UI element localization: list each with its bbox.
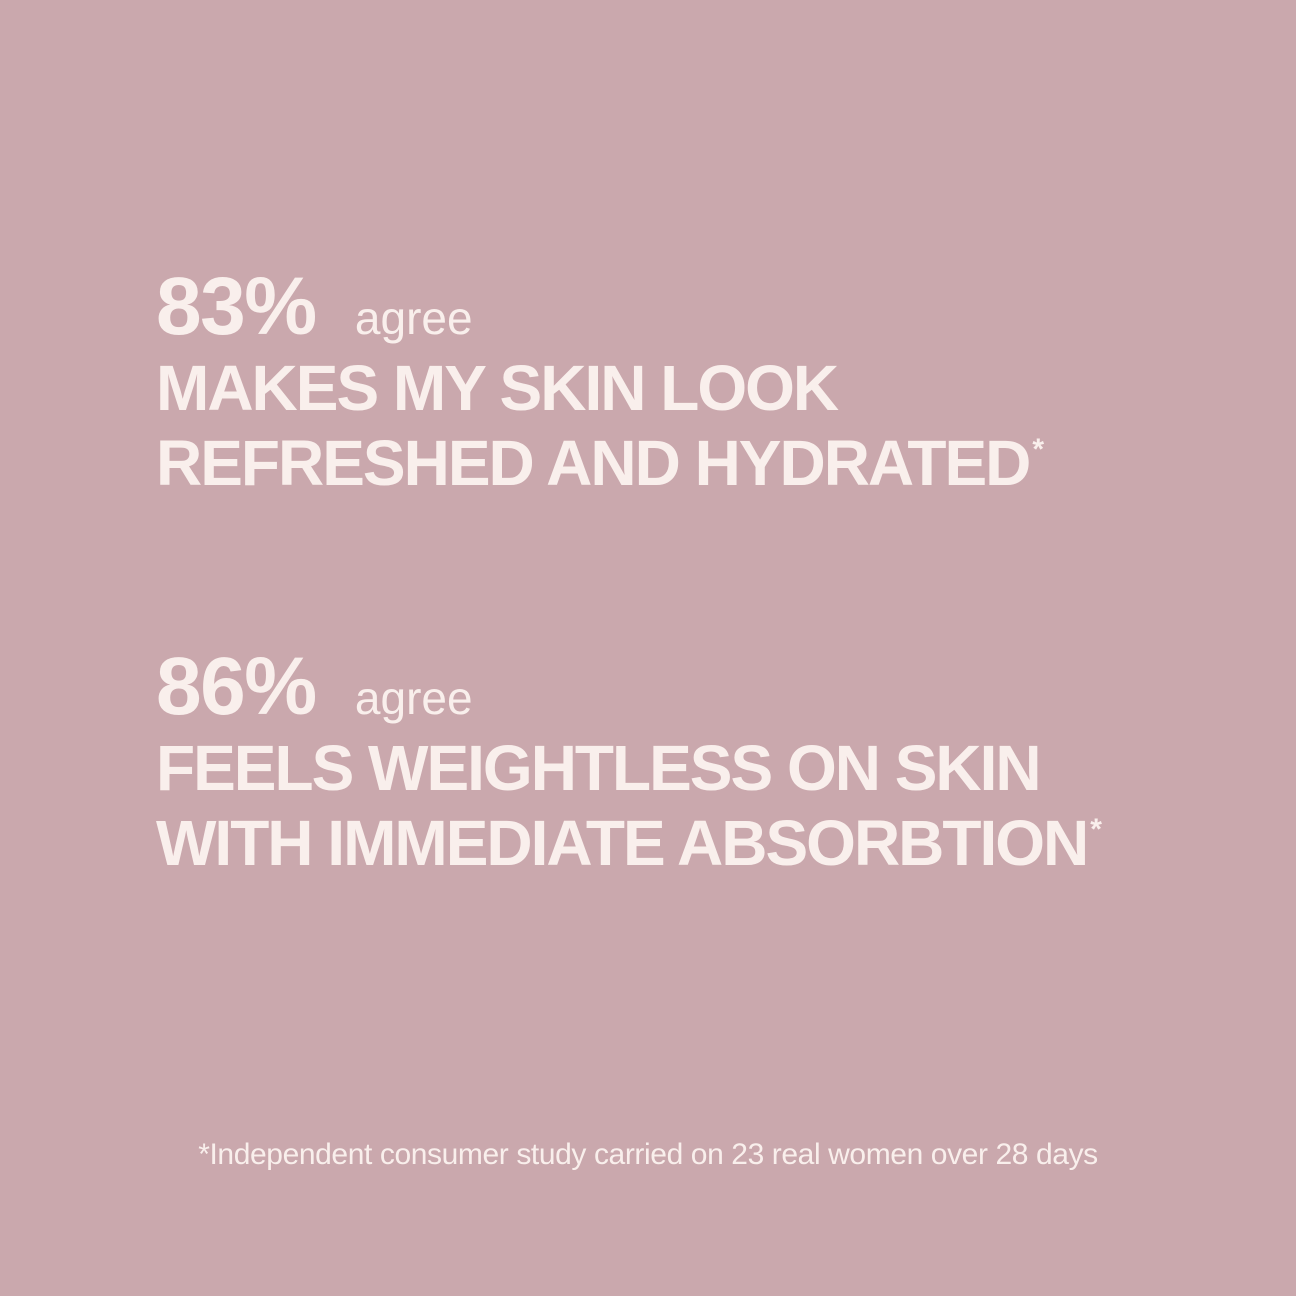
stat-1-claim-line-2: REFRESHED AND HYDRATED xyxy=(156,427,1031,499)
stat-1-footnote-marker: * xyxy=(1032,433,1045,466)
stat-2-percentage-line: 86% agree xyxy=(156,646,1102,728)
stat-1-percentage-line: 83% agree xyxy=(156,266,1044,348)
stat-block-1: 83% agree MAKES MY SKIN LOOK REFRESHED A… xyxy=(156,266,1044,501)
stat-block-2: 86% agree FEELS WEIGHTLESS ON SKIN WITH … xyxy=(156,646,1102,881)
stat-2-claim-line-1: FEELS WEIGHTLESS ON SKIN xyxy=(156,732,1042,804)
stat-2-footnote-marker: * xyxy=(1090,813,1102,846)
stat-2-claim-line-2: WITH IMMEDIATE ABSORBTION xyxy=(156,807,1089,879)
footnote-text: *Independent consumer study carried on 2… xyxy=(198,1138,1098,1171)
stat-2-claim: FEELS WEIGHTLESS ON SKIN WITH IMMEDIATE … xyxy=(156,731,1102,881)
stat-1-claim-line-1: MAKES MY SKIN LOOK xyxy=(156,352,839,424)
stat-2-qualifier: agree xyxy=(354,672,473,724)
stat-1-claim: MAKES MY SKIN LOOK REFRESHED AND HYDRATE… xyxy=(156,351,1044,501)
stat-1-percent-value: 83% xyxy=(156,261,317,352)
stat-2-percent-value: 86% xyxy=(156,641,317,732)
stat-1-qualifier: agree xyxy=(354,292,473,344)
